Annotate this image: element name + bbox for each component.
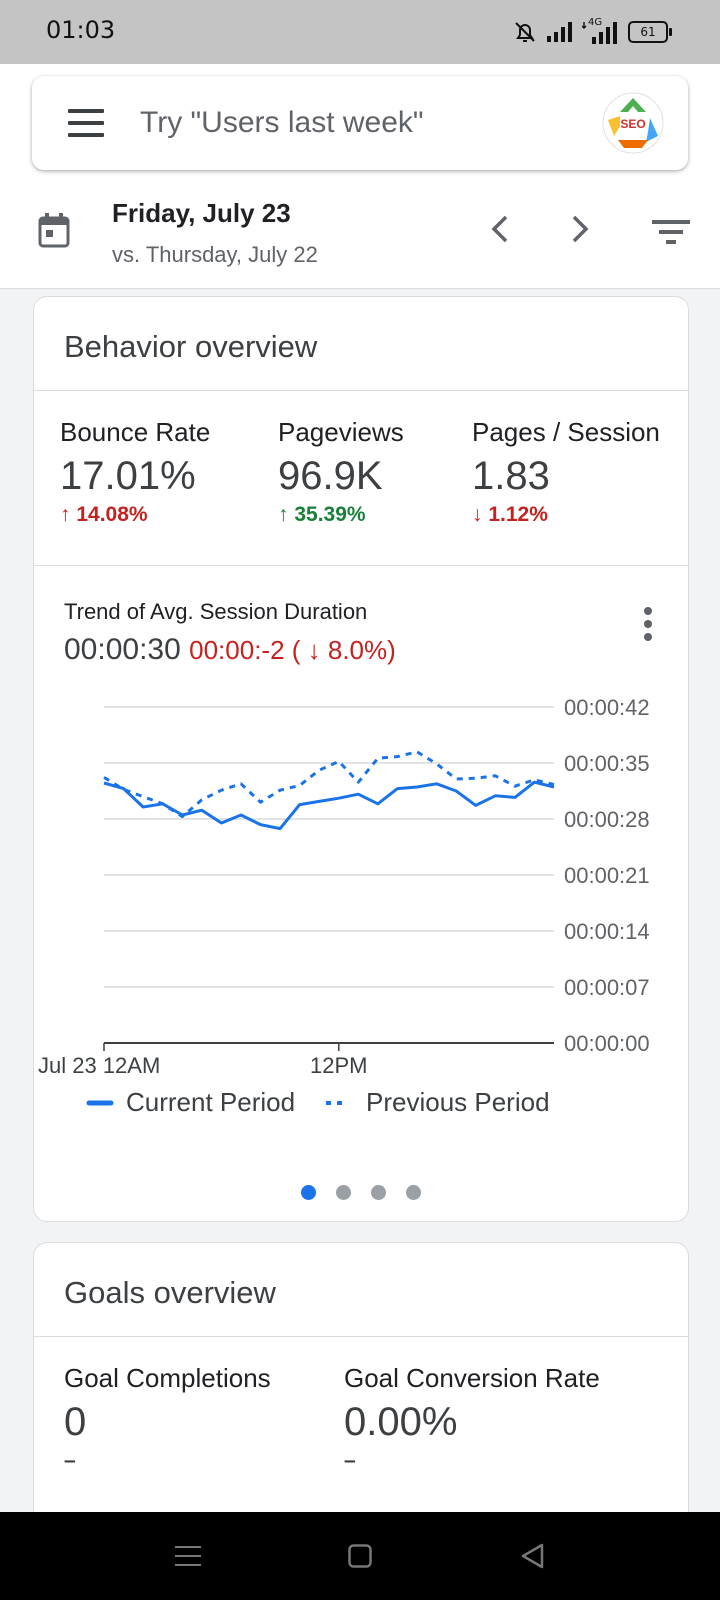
network-type: 4G xyxy=(588,17,603,28)
metric-delta: – xyxy=(344,1449,356,1472)
y-tick-label: 00:00:28 xyxy=(564,807,650,832)
metric-pageviews[interactable]: Pageviews 96.9K ↑ 35.39% xyxy=(278,417,404,527)
search-input[interactable]: Try "Users last week" xyxy=(140,106,424,139)
pager-dot[interactable] xyxy=(336,1185,351,1200)
metric-goal-conversion-rate[interactable]: Goal Conversion Rate 0.00% – xyxy=(344,1363,600,1473)
filter-icon[interactable] xyxy=(652,218,690,246)
y-tick-label: 00:00:35 xyxy=(564,751,650,776)
mute-notification-icon xyxy=(515,22,535,42)
avatar-text: SEO xyxy=(620,117,645,131)
trend-change: 00:00:-2 ( ↓ 8.0%) xyxy=(189,635,396,665)
legend-previous-label: Previous Period xyxy=(366,1087,550,1117)
carousel-pager xyxy=(34,1185,688,1200)
calendar-icon[interactable] xyxy=(38,212,70,248)
divider xyxy=(34,565,688,566)
previous-period-line xyxy=(103,750,555,819)
metric-value: 96.9K xyxy=(278,454,383,498)
behavior-title: Behavior overview xyxy=(64,329,318,364)
trend-chart: 00:00:00 00:00:07 00:00:14 00:00:21 00:00:28… xyxy=(38,695,650,1117)
y-tick-label: 00:00:42 xyxy=(564,695,650,720)
y-tick-label: 00:00:14 xyxy=(564,919,650,944)
goals-overview-card: Goals overview Goal Completions 0 – Goal… xyxy=(33,1242,689,1543)
metric-value: 1.83 xyxy=(472,454,550,498)
home-icon[interactable] xyxy=(348,1544,372,1568)
date-compare[interactable]: vs. Thursday, July 22 xyxy=(112,242,318,267)
metric-label: Pages / Session xyxy=(472,417,660,447)
metric-label: Pageviews xyxy=(278,417,404,447)
y-tick-label: 00:00:07 xyxy=(564,975,650,1000)
search-bar[interactable]: Try "Users last week" SEO xyxy=(32,76,688,170)
pager-dot[interactable] xyxy=(301,1185,316,1200)
metric-label: Goal Completions xyxy=(64,1363,271,1393)
metric-value: 0.00% xyxy=(344,1400,458,1444)
metric-delta: ↓ 1.12% xyxy=(472,503,548,526)
menu-icon[interactable] xyxy=(68,109,104,137)
recent-apps-icon[interactable] xyxy=(175,1544,201,1568)
pager-dot[interactable] xyxy=(371,1185,386,1200)
system-nav-bar xyxy=(0,1512,720,1600)
back-icon[interactable] xyxy=(520,1543,544,1569)
previous-day-button[interactable] xyxy=(488,214,512,244)
battery-icon: 61 xyxy=(628,21,672,43)
account-avatar[interactable]: SEO xyxy=(602,92,664,154)
metric-label: Goal Conversion Rate xyxy=(344,1363,600,1393)
status-icons: 4G 61 xyxy=(514,17,672,46)
current-period-line xyxy=(103,780,555,831)
metric-goal-completions[interactable]: Goal Completions 0 – xyxy=(64,1363,271,1473)
date-title[interactable]: Friday, July 23 xyxy=(112,198,291,228)
goals-title: Goals overview xyxy=(64,1275,276,1310)
status-bar: 01:03 4G 61 xyxy=(0,0,720,64)
x-tick-label: Jul 23 12AM xyxy=(38,1053,160,1078)
metric-value: 0 xyxy=(64,1400,87,1444)
divider xyxy=(34,390,688,391)
metric-delta: ↑ 35.39% xyxy=(278,503,366,526)
more-options-icon[interactable] xyxy=(644,607,654,646)
trend-title: Trend of Avg. Session Duration xyxy=(64,599,368,624)
signal-4g-icon: 4G xyxy=(582,17,618,45)
metric-pages-per-session[interactable]: Pages / Session 1.83 ↓ 1.12% xyxy=(472,417,660,527)
y-tick-label: 00:00:00 xyxy=(564,1031,650,1056)
battery-level: 61 xyxy=(640,25,656,39)
behavior-overview-card: Behavior overview Bounce Rate 17.01% ↑ 1… xyxy=(33,296,689,1222)
signal-icon xyxy=(547,22,572,42)
metric-bounce-rate[interactable]: Bounce Rate 17.01% ↑ 14.08% xyxy=(60,417,210,527)
metric-delta: – xyxy=(64,1449,76,1472)
metric-label: Bounce Rate xyxy=(60,417,211,447)
pager-dot[interactable] xyxy=(406,1185,421,1200)
next-day-button[interactable] xyxy=(568,214,592,244)
legend-current-label: Current Period xyxy=(126,1087,295,1117)
metric-delta: ↑ 14.08% xyxy=(60,503,148,526)
divider xyxy=(34,1336,688,1337)
trend-value: 00:00:30 00:00:-2 ( ↓ 8.0%) xyxy=(64,633,396,667)
y-tick-label: 00:00:21 xyxy=(564,863,650,888)
metric-value: 17.01% xyxy=(60,454,196,498)
trend-current-value: 00:00:30 xyxy=(64,633,181,666)
x-tick-label: 12PM xyxy=(310,1053,367,1078)
status-time: 01:03 xyxy=(46,16,116,44)
